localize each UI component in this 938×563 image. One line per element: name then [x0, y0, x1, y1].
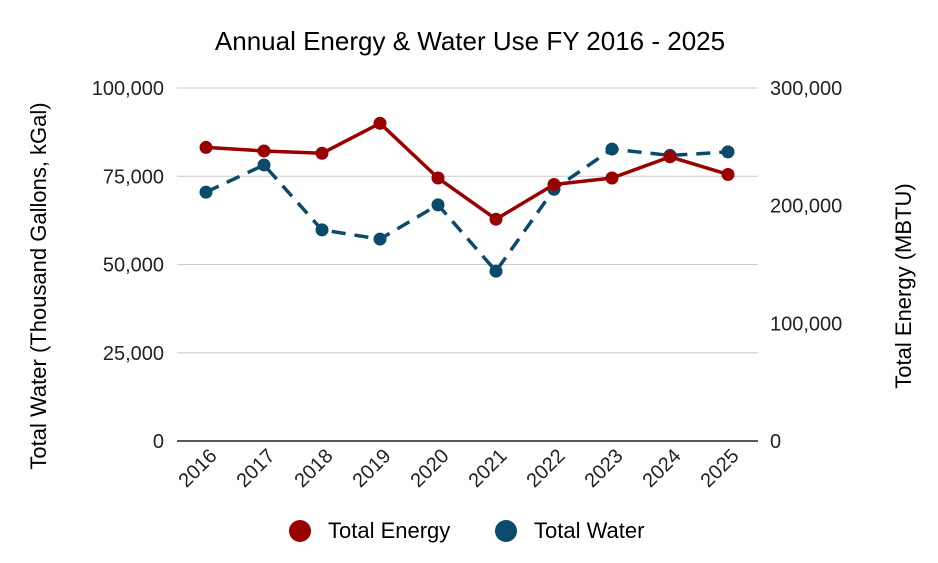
- left-axis-title: Total Water (Thousand Gallons, kGal): [26, 102, 51, 469]
- left-tick-label: 25,000: [103, 343, 164, 365]
- right-axis-ticks: 0 100,000 200,000 300,000: [770, 78, 842, 453]
- legend-marker-total-energy: [289, 520, 311, 542]
- right-tick-label: 300,000: [770, 78, 842, 100]
- left-axis-ticks: 0 25,000 50,000 75,000 100,000: [92, 78, 164, 453]
- x-tick-label: 2025: [697, 445, 744, 492]
- legend-label-total-water: Total Water: [534, 518, 644, 543]
- right-tick-label: 200,000: [770, 196, 842, 218]
- series-layer: [199, 116, 735, 278]
- x-tick-label: 2017: [233, 445, 280, 492]
- x-tick-label: 2016: [175, 445, 222, 492]
- data-point-total-energy: [373, 116, 387, 130]
- data-point-total-water: [489, 264, 503, 278]
- data-point-total-energy: [721, 167, 735, 181]
- data-point-total-energy: [663, 150, 677, 164]
- left-tick-label: 75,000: [103, 166, 164, 188]
- left-tick-label: 0: [153, 431, 164, 453]
- data-point-total-energy: [257, 144, 271, 158]
- gridlines: [177, 87, 758, 442]
- data-point-total-water: [315, 223, 329, 237]
- data-point-total-energy: [315, 146, 329, 160]
- right-tick-label: 100,000: [770, 313, 842, 335]
- x-tick-label: 2022: [523, 445, 570, 492]
- right-tick-label: 0: [770, 431, 781, 453]
- data-point-total-energy: [489, 212, 503, 226]
- legend-marker-total-water: [495, 520, 517, 542]
- data-point-total-energy: [431, 171, 445, 185]
- x-tick-label: 2023: [581, 445, 628, 492]
- data-point-total-water: [605, 142, 619, 156]
- data-point-total-water: [257, 158, 271, 172]
- data-point-total-energy: [199, 140, 213, 154]
- x-tick-label: 2021: [465, 445, 512, 492]
- series-line-total-water: [205, 147, 729, 273]
- data-point-total-energy: [605, 171, 619, 185]
- x-axis-ticks: 2016 2017 2018 2019 2020 2021 2022 2023 2024 2025: [175, 445, 744, 492]
- right-axis-title: Total Energy (MBTU): [891, 183, 916, 388]
- x-tick-label: 2024: [639, 445, 686, 492]
- chart-title: Annual Energy & Water Use FY 2016 - 2025: [215, 26, 725, 56]
- data-point-total-energy: [547, 177, 561, 191]
- x-tick-label: 2018: [291, 445, 338, 492]
- data-point-total-water: [199, 185, 213, 199]
- data-point-total-water: [721, 145, 735, 159]
- x-tick-label: 2020: [407, 445, 454, 492]
- legend: Total Energy Total Water: [289, 518, 644, 543]
- left-tick-label: 50,000: [103, 255, 164, 277]
- left-tick-label: 100,000: [92, 78, 164, 100]
- x-tick-label: 2019: [349, 445, 396, 492]
- data-point-total-water: [373, 232, 387, 246]
- data-point-total-water: [431, 198, 445, 212]
- legend-label-total-energy: Total Energy: [328, 518, 450, 543]
- series-line-total-energy: [205, 121, 729, 221]
